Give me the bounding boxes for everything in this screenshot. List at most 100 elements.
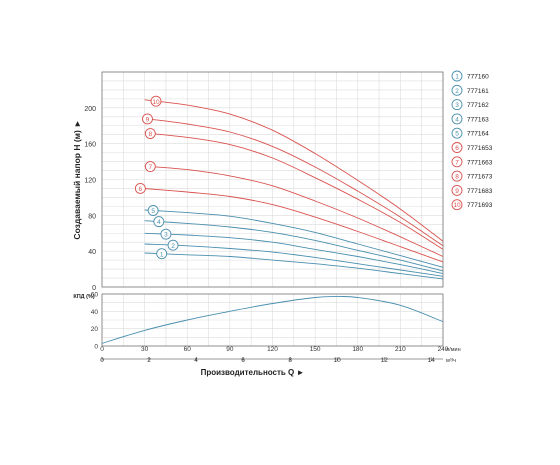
series-marker-6 [134,183,146,194]
x-unit-label: л/мин [446,347,461,353]
legend-entry-label: 777162 [467,102,489,109]
legend-entry-label: 7771693 [467,202,493,209]
legend-entry-label: 777161 [467,88,489,95]
legend-marker-label: 8 [455,174,459,181]
legend-marker-label: 7 [455,159,459,166]
legend-marker-label: 9 [455,188,459,195]
legend-marker-4 [451,113,463,125]
legend-marker-6 [451,142,463,153]
y-tick-label: 20 [91,326,99,333]
series-line-9 [144,118,444,247]
secondary-x-tick-label: 14 [428,357,436,364]
y-tick-label: 0 [92,285,96,292]
y-tick-label: 40 [88,249,96,256]
series-marker-label: 5 [151,208,155,215]
legend: 1 777160 2 777161 3 777162 4 777163 5 777164 6 7771… [451,70,493,211]
series-line-5 [144,209,444,268]
series-line-7 [144,165,444,257]
y-tick-label: 200 [84,106,96,113]
x-tick-label: 90 [226,346,234,353]
series-line-2 [144,243,444,277]
series-line-3 [144,232,444,275]
series-marker-label: 9 [146,117,150,124]
secondary-x-tick-label: 8 [288,357,292,364]
series-marker-10 [150,95,162,107]
x-tick-label: 180 [352,346,363,353]
legend-entry-label: 7771653 [467,145,493,152]
legend-marker-label: 4 [455,116,459,123]
series-marker-label: 10 [152,99,160,106]
x-tick-label: 210 [395,346,406,353]
series-marker-1 [156,248,168,260]
y-tick-label: 0 [94,344,98,351]
legend-marker-7 [451,156,463,168]
x-tick-label: 150 [310,346,321,353]
y-tick-label: 40 [91,309,99,316]
series-marker-2 [167,239,179,251]
series-marker-7 [144,161,156,172]
secondary-x-tick-label: 2 [147,357,151,364]
y-tick-label: 60 [91,292,99,299]
y-axis-label: Создаваемый напор H (м) ► [72,119,82,239]
series-marker-label: 8 [148,131,152,138]
series-line-10 [144,99,444,242]
x-tick-label: 120 [267,346,278,353]
y-tick-label: 160 [84,142,96,149]
legend-entry-label: 777163 [467,116,489,123]
legend-marker-label: 6 [455,145,459,152]
series-marker-label: 7 [148,164,152,171]
legend-entry-label: 7771663 [467,159,493,166]
series-line-8 [144,132,444,250]
legend-marker-5 [451,127,463,139]
efficiency-line [101,296,444,344]
legend-marker-label: 3 [455,102,459,109]
legend-marker-label: 5 [455,131,459,138]
y-tick-label: 120 [84,178,96,185]
legend-entry-label: 777160 [467,74,489,81]
x-tick-label: 0 [100,346,104,353]
legend-entry-label: 7771673 [467,174,493,181]
secondary-x-tick-label: 6 [241,357,245,364]
legend-entry-label: 7771683 [467,188,493,195]
series-marker-label: 6 [139,186,143,193]
secondary-x-tick-label: 0 [100,357,104,364]
x-tick-label: 30 [141,346,149,353]
x-tick-label: 240 [438,346,449,353]
legend-marker-1 [451,70,463,82]
secondary-x-tick-label: 10 [334,357,342,364]
legend-marker-label: 2 [455,88,459,95]
series-line-4 [144,220,444,272]
series-marker-label: 4 [157,219,161,226]
plot-frame [101,71,444,288]
series-line-6 [144,188,444,263]
series-line-1 [144,252,444,280]
legend-marker-10 [451,199,463,211]
series-marker-label: 3 [164,232,168,239]
legend-marker-2 [451,84,463,96]
series-marker-3 [160,228,172,240]
legend-marker-8 [451,170,463,182]
series-marker-label: 2 [171,243,175,250]
legend-marker-9 [451,184,463,196]
legend-entry-label: 777164 [467,131,489,138]
plot-frame [101,293,444,347]
x-axis-label: Производительность Q ► [201,368,305,377]
series-marker-label: 1 [160,251,164,258]
series-marker-9 [142,113,153,125]
secondary-x-tick-label: 12 [381,357,389,364]
secondary-x-tick-label: 4 [194,357,198,364]
legend-marker-label: 10 [453,202,461,209]
series-marker-8 [144,128,156,139]
series-marker-4 [153,216,165,228]
series-marker-5 [147,205,159,216]
x-tick-label: 60 [184,346,192,353]
y-tick-label: 80 [88,213,96,220]
legend-marker-label: 1 [455,74,459,81]
y-axis-label: КПД (%) [73,294,94,300]
secondary-x-unit-label: м³/ч [446,358,456,364]
legend-marker-3 [451,99,463,111]
